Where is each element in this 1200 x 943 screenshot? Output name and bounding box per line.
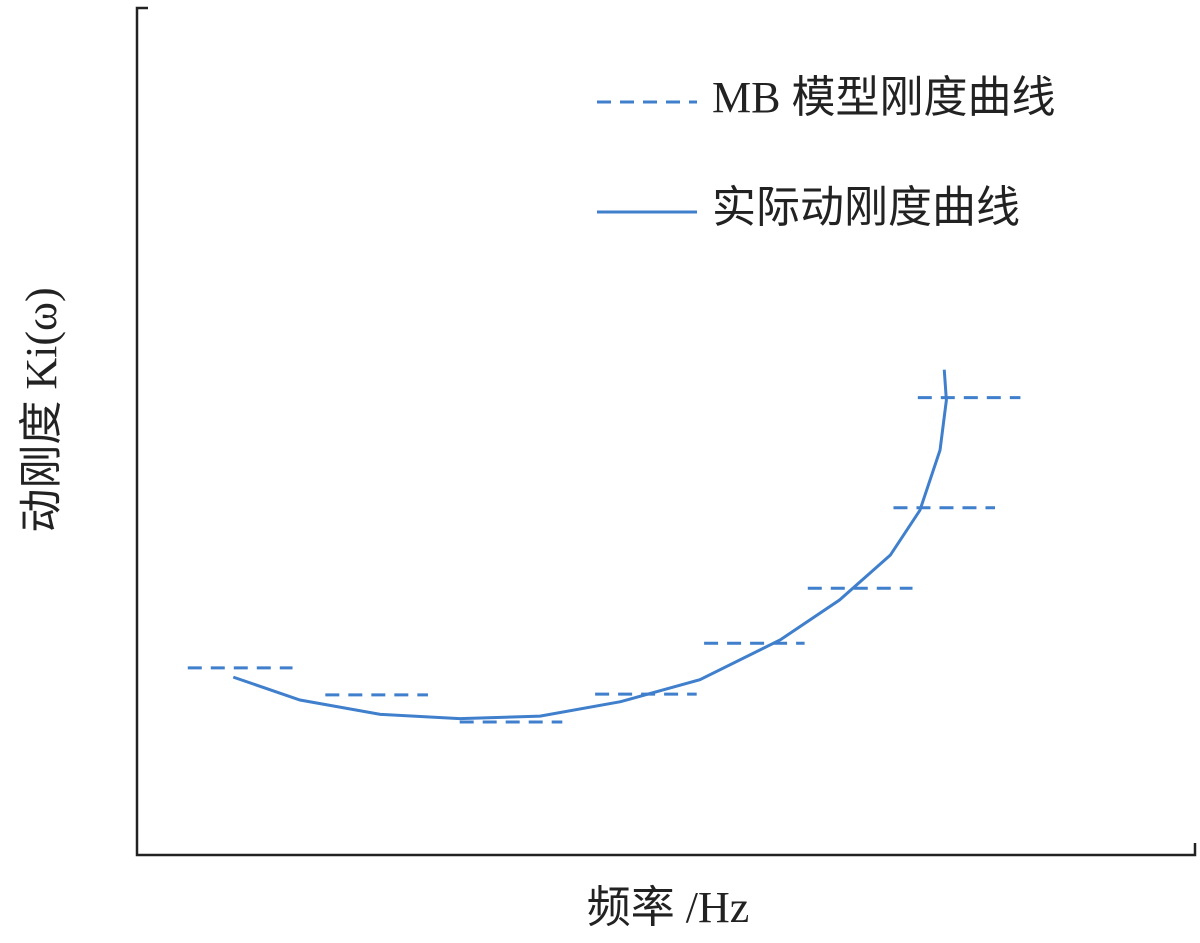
legend-label: 实际动刚度曲线 <box>712 183 1020 232</box>
y-axis-label: 动刚度 Ki(ω) <box>17 287 66 532</box>
series-line <box>187 396 1021 724</box>
axis-frame <box>135 6 1197 857</box>
legend-label: MB 模型刚度曲线 <box>712 73 1055 122</box>
x-axis-label: 频率 /Hz <box>587 883 750 932</box>
series-line <box>232 369 948 721</box>
axes <box>135 6 1197 857</box>
